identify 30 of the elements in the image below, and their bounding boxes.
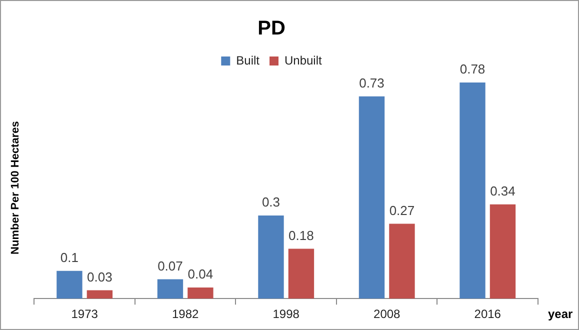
data-label: 0.73	[359, 75, 384, 90]
x-axis-title: year	[548, 306, 574, 321]
data-label: 0.03	[87, 269, 112, 284]
data-label: 0.34	[490, 184, 516, 198]
bar	[188, 288, 214, 299]
x-tick-label: 1982	[172, 307, 200, 322]
data-label: 0.3	[262, 194, 280, 210]
x-tick-label: 1973	[71, 307, 98, 322]
y-axis-title: Number Per 100 Hectares	[10, 121, 22, 254]
bar	[56, 270, 82, 299]
bar	[258, 216, 284, 299]
bar	[358, 96, 385, 299]
bar	[460, 82, 486, 299]
data-label: 0.27	[389, 202, 415, 218]
legend-label: Unbuilt	[284, 53, 323, 68]
data-label: 0.1	[60, 250, 79, 265]
bar	[389, 224, 415, 299]
data-label: 0.78	[460, 62, 486, 77]
bar	[157, 279, 184, 299]
bar	[86, 290, 113, 299]
x-tick-label: 1998	[272, 307, 300, 322]
data-label: 0.18	[288, 228, 314, 243]
bar	[490, 204, 516, 299]
bar	[288, 248, 314, 299]
data-label: 0.04	[188, 266, 214, 282]
legend-label: Built	[236, 53, 260, 68]
chart-title: PD	[258, 18, 286, 40]
x-tick-label: 2008	[374, 307, 401, 322]
data-label: 0.07	[158, 258, 183, 274]
x-tick-label: 2016	[474, 307, 502, 322]
